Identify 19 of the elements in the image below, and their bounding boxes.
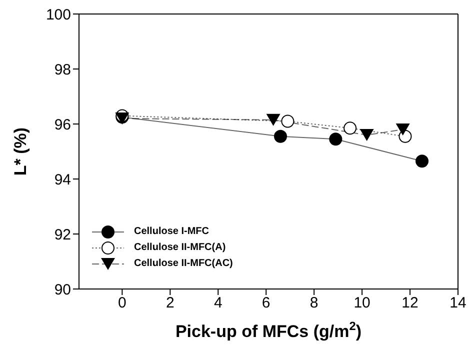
- legend-label: Cellulose II-MFC(AC): [134, 257, 233, 271]
- x-tick-label: 0: [118, 294, 126, 312]
- y-axis-title: L* (%): [11, 127, 30, 176]
- x-tick-label: 4: [214, 294, 222, 312]
- x-tick-label: 8: [310, 294, 318, 312]
- y-tick-label: 100: [46, 6, 71, 24]
- y-tick-label: 90: [54, 281, 71, 298]
- y-tick-label: 98: [54, 61, 71, 78]
- y-tick-label: 96: [54, 116, 71, 134]
- x-tick-label: 14: [450, 294, 466, 312]
- x-tick-label: 2: [166, 294, 174, 312]
- x-tick-label: 6: [262, 294, 270, 312]
- y-tick-label: 94: [54, 171, 71, 188]
- y-tick-label: 92: [54, 226, 71, 244]
- legend-label: Cellulose II-MFC(A): [134, 241, 226, 255]
- x-tick-label: 12: [402, 294, 418, 312]
- legend-label: Cellulose I-MFC: [134, 225, 210, 239]
- x-axis-title: Pick-up of MFCs (g/m$^{2}$): [175, 319, 362, 341]
- x-tick-label: 10: [354, 294, 370, 312]
